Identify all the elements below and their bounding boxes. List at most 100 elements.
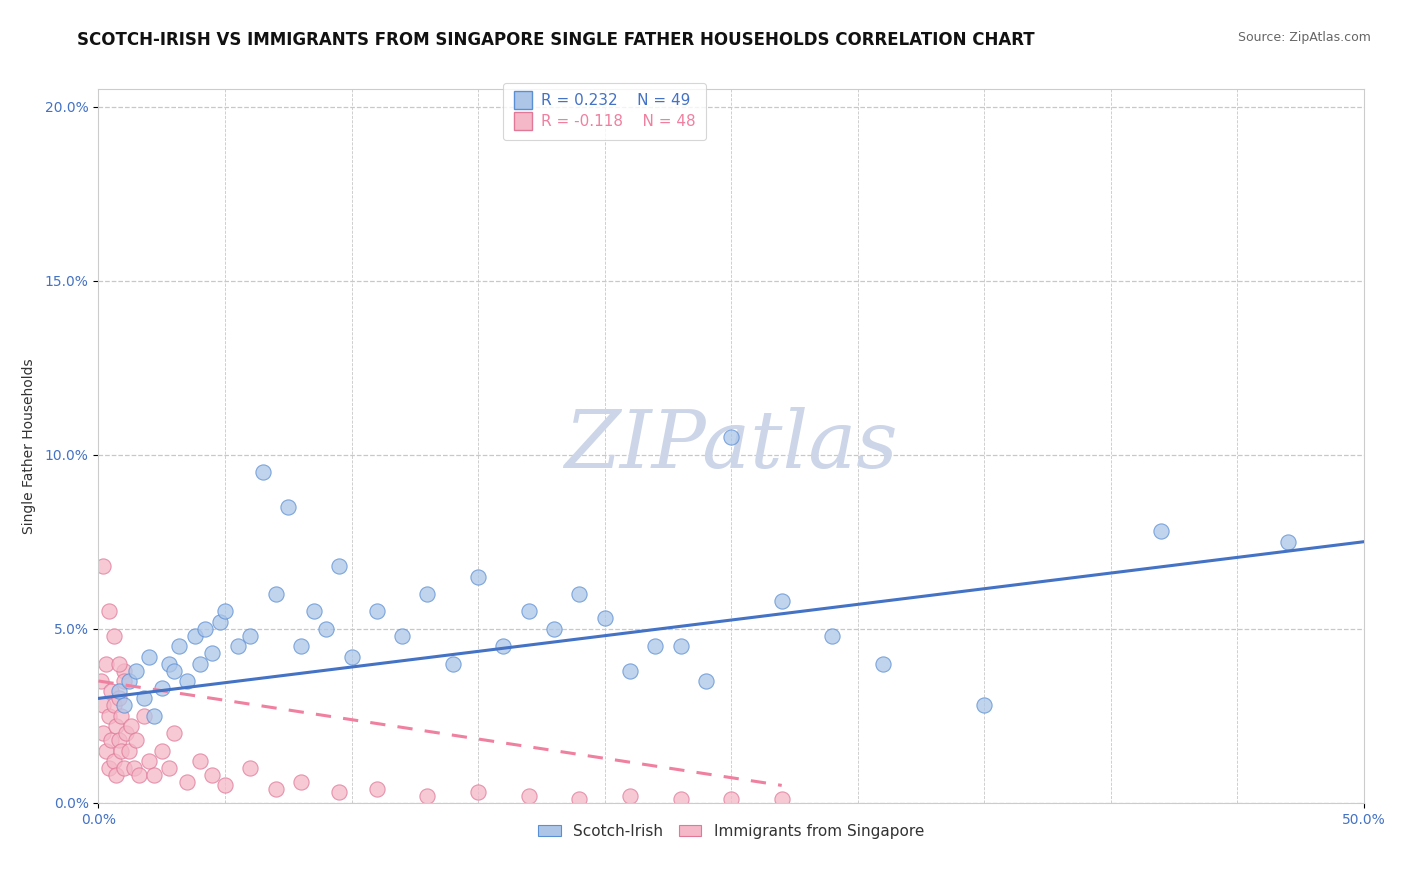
- Point: [143, 708, 166, 723]
- Point: [94, 657, 117, 671]
- Point: [1150, 524, 1173, 539]
- Point: [214, 778, 236, 792]
- Point: [120, 719, 142, 733]
- Point: [821, 629, 844, 643]
- Point: [277, 500, 299, 514]
- Point: [132, 691, 155, 706]
- Point: [105, 768, 128, 782]
- Point: [163, 664, 186, 678]
- Point: [302, 604, 325, 618]
- Point: [122, 761, 145, 775]
- Point: [112, 664, 135, 678]
- Point: [568, 792, 591, 806]
- Point: [90, 673, 112, 688]
- Point: [93, 698, 115, 713]
- Point: [973, 698, 995, 713]
- Y-axis label: Single Father Households: Single Father Households: [22, 359, 37, 533]
- Point: [132, 708, 155, 723]
- Point: [100, 733, 122, 747]
- Point: [290, 775, 312, 789]
- Point: [103, 698, 125, 713]
- Point: [103, 629, 125, 643]
- Point: [138, 754, 160, 768]
- Point: [619, 664, 641, 678]
- Point: [669, 639, 692, 653]
- Point: [112, 761, 135, 775]
- Point: [201, 768, 224, 782]
- Point: [669, 792, 692, 806]
- Point: [264, 781, 287, 796]
- Point: [416, 789, 439, 803]
- Point: [239, 761, 262, 775]
- Text: Source: ZipAtlas.com: Source: ZipAtlas.com: [1237, 31, 1371, 45]
- Point: [568, 587, 591, 601]
- Text: ZIPatlas: ZIPatlas: [564, 408, 898, 484]
- Point: [97, 708, 120, 723]
- Point: [143, 768, 166, 782]
- Point: [188, 754, 211, 768]
- Point: [593, 611, 616, 625]
- Point: [517, 789, 540, 803]
- Point: [214, 604, 236, 618]
- Point: [543, 622, 565, 636]
- Point: [93, 559, 115, 574]
- Point: [107, 657, 129, 671]
- Point: [328, 785, 350, 799]
- Point: [176, 775, 198, 789]
- Point: [125, 733, 148, 747]
- Point: [366, 781, 388, 796]
- Point: [644, 639, 666, 653]
- Point: [125, 664, 148, 678]
- Point: [169, 639, 191, 653]
- Point: [695, 673, 717, 688]
- Point: [150, 681, 173, 695]
- Point: [176, 673, 198, 688]
- Legend: Scotch-Irish, Immigrants from Singapore: Scotch-Irish, Immigrants from Singapore: [530, 816, 932, 847]
- Point: [94, 743, 117, 757]
- Point: [239, 629, 262, 643]
- Point: [467, 569, 489, 583]
- Point: [770, 594, 793, 608]
- Point: [163, 726, 186, 740]
- Point: [391, 629, 413, 643]
- Point: [208, 615, 231, 629]
- Point: [128, 768, 150, 782]
- Point: [115, 726, 138, 740]
- Point: [416, 587, 439, 601]
- Point: [328, 559, 350, 574]
- Point: [201, 646, 224, 660]
- Point: [467, 785, 489, 799]
- Point: [492, 639, 515, 653]
- Text: SCOTCH-IRISH VS IMMIGRANTS FROM SINGAPORE SINGLE FATHER HOUSEHOLDS CORRELATION C: SCOTCH-IRISH VS IMMIGRANTS FROM SINGAPOR…: [77, 31, 1035, 49]
- Point: [290, 639, 312, 653]
- Point: [118, 673, 141, 688]
- Point: [183, 629, 205, 643]
- Point: [619, 789, 641, 803]
- Point: [1277, 534, 1299, 549]
- Point: [770, 792, 793, 806]
- Point: [112, 698, 135, 713]
- Point: [103, 754, 125, 768]
- Point: [157, 761, 180, 775]
- Point: [441, 657, 464, 671]
- Point: [150, 743, 173, 757]
- Point: [107, 691, 129, 706]
- Point: [97, 604, 120, 618]
- Point: [264, 587, 287, 601]
- Point: [517, 604, 540, 618]
- Point: [112, 673, 135, 688]
- Point: [315, 622, 337, 636]
- Point: [138, 649, 160, 664]
- Point: [97, 761, 120, 775]
- Point: [110, 708, 132, 723]
- Point: [872, 657, 894, 671]
- Point: [93, 726, 115, 740]
- Point: [105, 719, 128, 733]
- Point: [110, 743, 132, 757]
- Point: [157, 657, 180, 671]
- Point: [366, 604, 388, 618]
- Point: [720, 430, 742, 444]
- Point: [340, 649, 363, 664]
- Point: [107, 733, 129, 747]
- Point: [194, 622, 217, 636]
